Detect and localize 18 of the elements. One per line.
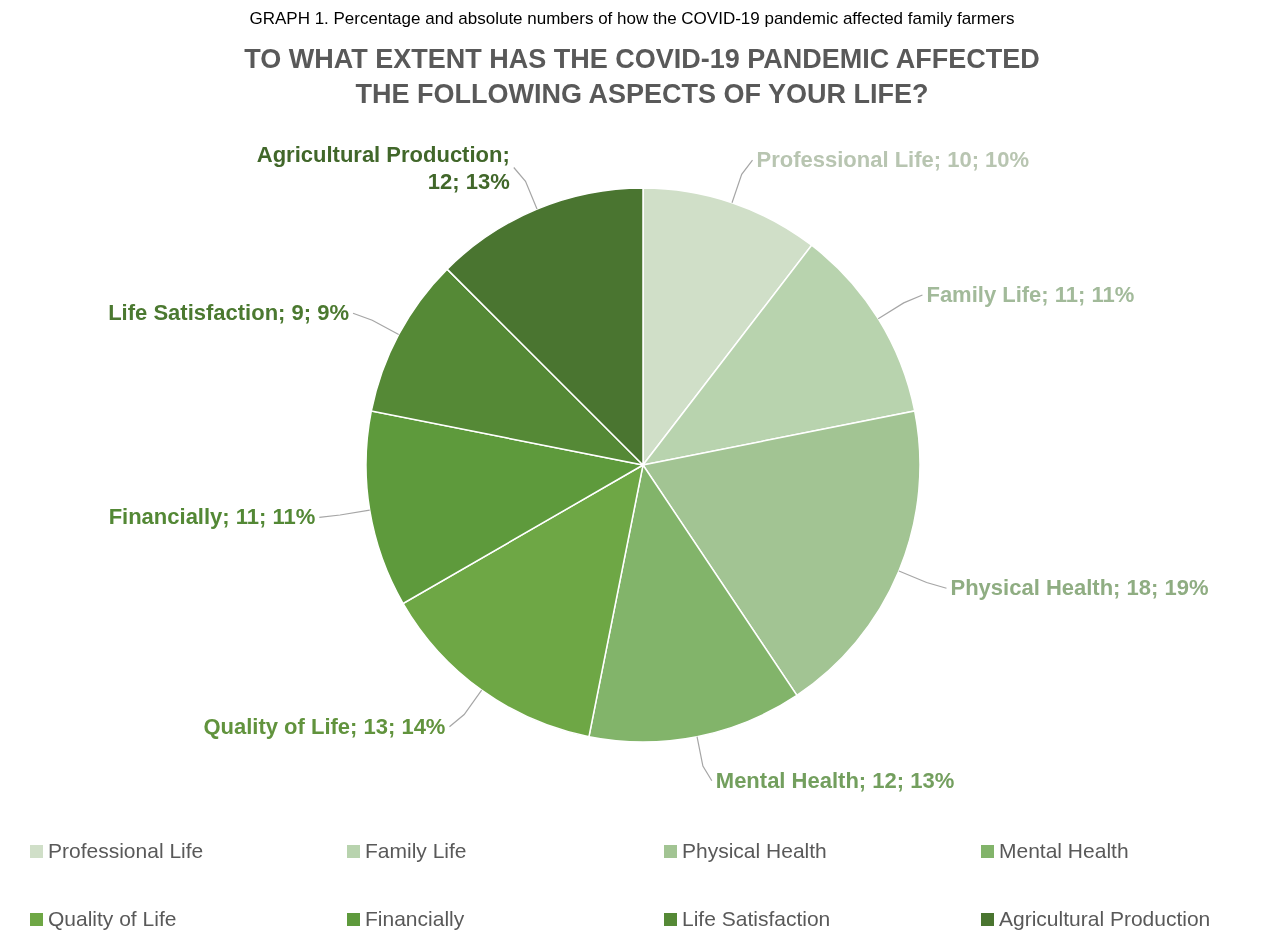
data-label: Life Satisfaction; 9; 9% [108,300,350,326]
data-label: Quality of Life; 13; 14% [203,713,446,739]
legend-label: Agricultural Production [999,907,1211,930]
data-label: Financially; 11; 11% [108,504,316,530]
chart-title: TO WHAT EXTENT HAS THE COVID-19 PANDEMIC AFFECTED THE FOLLOWING ASPECTS OF YOUR LIFE? [244,44,1040,109]
data-label: Professional Life; 10; 10% [756,147,1030,173]
data-label: Agricultural Production; 12; 13% [256,141,510,194]
legend-label: Professional Life [48,839,204,862]
legend-label: Life Satisfaction [682,907,831,930]
data-label: Family Life; 11; 11% [926,281,1135,307]
legend-label: Quality of Life [48,907,177,930]
caption: GRAPH 1. Percentage and absolute numbers of how the COVID-19 pandemic affected family farmers [249,9,1015,28]
legend-label: Mental Health [999,839,1129,862]
data-label: Physical Health; 18; 19% [950,575,1209,601]
legend-label: Family Life [365,839,467,862]
legend-label: Physical Health [682,839,827,862]
data-label: Mental Health; 12; 13% [715,767,955,793]
legend-label: Financially [365,907,465,930]
